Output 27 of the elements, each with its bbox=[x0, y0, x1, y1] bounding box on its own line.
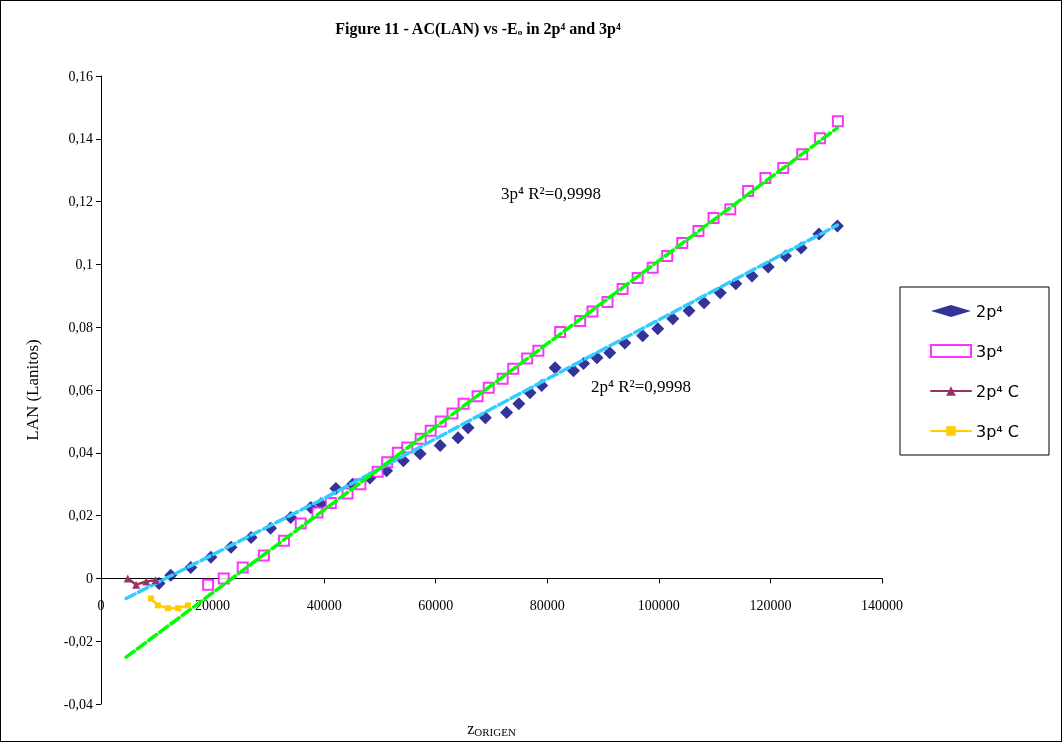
x-tick-label: 80000 bbox=[529, 597, 565, 613]
legend-label: 2p⁴ C bbox=[975, 381, 1020, 401]
y-tick-label: -0,04 bbox=[63, 696, 93, 712]
legend-label: 2p⁴ bbox=[975, 301, 1003, 321]
y-tick-label: 0,1 bbox=[75, 256, 93, 272]
x-tick-label: 140000 bbox=[861, 597, 903, 613]
x-tick-label: 60000 bbox=[418, 597, 454, 613]
annotation: 3p⁴ R²=0,9998 bbox=[501, 183, 601, 203]
y-axis-title: LAN (Lanitos) bbox=[23, 339, 42, 441]
y-tick-label: 0,14 bbox=[68, 131, 93, 147]
y-tick-label: 0,04 bbox=[68, 445, 93, 461]
y-tick-label: 0,16 bbox=[68, 68, 93, 84]
chart-title: Figure 11 - AC(LAN) vs -Eₒ in 2p⁴ and 3p⁴ bbox=[335, 19, 621, 38]
y-tick-label: 0,06 bbox=[68, 382, 93, 398]
legend-label: 3p⁴ bbox=[975, 341, 1003, 361]
y-tick-label: 0,12 bbox=[68, 194, 93, 210]
y-tick-label: 0,08 bbox=[68, 319, 93, 335]
x-tick-label: 20000 bbox=[195, 597, 231, 613]
y-tick-label: 0,02 bbox=[68, 508, 93, 524]
y-tick-label: 0 bbox=[86, 570, 93, 586]
x-axis-title: zORIGEN bbox=[467, 720, 516, 738]
annotation: 2p⁴ R²=0,9998 bbox=[591, 376, 691, 396]
x-tick-label: 40000 bbox=[306, 597, 342, 613]
x-tick-label: 120000 bbox=[749, 597, 792, 613]
y-tick-label: -0,02 bbox=[63, 633, 93, 649]
x-tick-label: 100000 bbox=[637, 597, 680, 613]
legend-label: 3p⁴ C bbox=[975, 421, 1020, 441]
